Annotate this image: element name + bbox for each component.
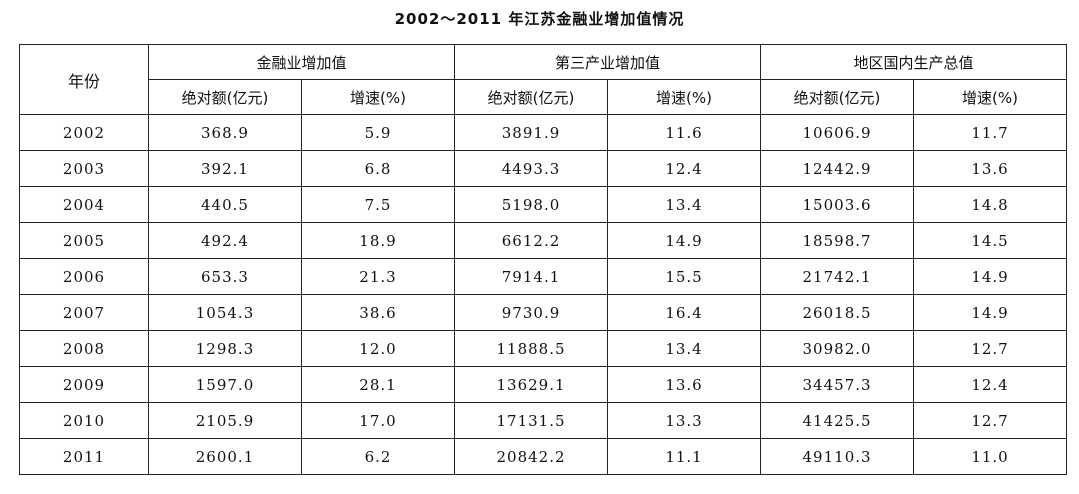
sub-header-amount: 绝对额(亿元) <box>148 79 302 115</box>
gdp-growth-cell: 11.7 <box>913 114 1068 151</box>
table-row: 2002 368.9 5.9 3891.9 11.6 10606.9 11.7 <box>19 114 1068 151</box>
sub-header-amount: 绝对额(亿元) <box>454 79 609 115</box>
sub-header-growth: 增速(%) <box>913 79 1068 115</box>
tertiary-growth-cell: 11.6 <box>607 114 762 151</box>
table-row: 2011 2600.1 6.2 20842.2 11.1 49110.3 11.0 <box>19 438 1068 475</box>
year-cell: 2011 <box>19 438 149 475</box>
tertiary-growth-cell: 13.4 <box>607 330 762 367</box>
tertiary-amount-cell: 11888.5 <box>454 330 609 367</box>
finance-growth-cell: 12.0 <box>300 330 456 367</box>
gdp-growth-cell: 14.8 <box>913 186 1068 223</box>
gdp-growth-cell: 11.0 <box>913 438 1068 475</box>
finance-amount-cell: 368.9 <box>148 114 302 151</box>
gdp-amount-cell: 41425.5 <box>760 402 915 439</box>
finance-growth-cell: 7.5 <box>300 186 456 223</box>
tertiary-growth-cell: 13.6 <box>607 366 762 403</box>
tertiary-amount-cell: 20842.2 <box>454 438 609 475</box>
gdp-growth-cell: 13.6 <box>913 150 1068 187</box>
finance-growth-cell: 38.6 <box>300 294 456 331</box>
gdp-amount-cell: 30982.0 <box>760 330 915 367</box>
finance-growth-cell: 28.1 <box>300 366 456 403</box>
year-cell: 2008 <box>19 330 149 367</box>
tertiary-amount-cell: 7914.1 <box>454 258 609 295</box>
gdp-growth-cell: 12.7 <box>913 402 1068 439</box>
gdp-amount-cell: 12442.9 <box>760 150 915 187</box>
tertiary-growth-cell: 16.4 <box>607 294 762 331</box>
gdp-growth-cell: 14.9 <box>913 258 1068 295</box>
gdp-amount-cell: 18598.7 <box>760 222 915 259</box>
year-cell: 2009 <box>19 366 149 403</box>
finance-growth-cell: 5.9 <box>300 114 456 151</box>
finance-growth-cell: 17.0 <box>300 402 456 439</box>
finance-amount-cell: 492.4 <box>148 222 302 259</box>
table-row: 2009 1597.0 28.1 13629.1 13.6 34457.3 12.4 <box>19 366 1068 403</box>
table-row: 2005 492.4 18.9 6612.2 14.9 18598.7 14.5 <box>19 222 1068 259</box>
table-row: 2007 1054.3 38.6 9730.9 16.4 26018.5 14.9 <box>19 294 1068 331</box>
table-row: 2010 2105.9 17.0 17131.5 13.3 41425.5 12.7 <box>19 402 1068 439</box>
group-header-gdp: 地区国内生产总值 <box>760 44 1068 80</box>
gdp-growth-cell: 14.5 <box>913 222 1068 259</box>
finance-amount-cell: 1597.0 <box>148 366 302 403</box>
gdp-amount-cell: 49110.3 <box>760 438 915 475</box>
tertiary-amount-cell: 9730.9 <box>454 294 609 331</box>
gdp-amount-cell: 34457.3 <box>760 366 915 403</box>
finance-amount-cell: 1298.3 <box>148 330 302 367</box>
finance-growth-cell: 21.3 <box>300 258 456 295</box>
finance-growth-cell: 6.8 <box>300 150 456 187</box>
year-cell: 2007 <box>19 294 149 331</box>
year-cell: 2002 <box>19 114 149 151</box>
tertiary-amount-cell: 4493.3 <box>454 150 609 187</box>
table-body: 2002 368.9 5.9 3891.9 11.6 10606.9 11.7 2003 392… <box>19 114 1068 475</box>
tertiary-growth-cell: 12.4 <box>607 150 762 187</box>
finance-growth-cell: 6.2 <box>300 438 456 475</box>
sub-header-amount: 绝对额(亿元) <box>760 79 915 115</box>
gdp-growth-cell: 12.4 <box>913 366 1068 403</box>
finance-amount-cell: 1054.3 <box>148 294 302 331</box>
year-header: 年份 <box>19 44 149 115</box>
gdp-growth-cell: 12.7 <box>913 330 1068 367</box>
table-row: 2006 653.3 21.3 7914.1 15.5 21742.1 14.9 <box>19 258 1068 295</box>
tertiary-amount-cell: 6612.2 <box>454 222 609 259</box>
finance-growth-cell: 18.9 <box>300 222 456 259</box>
data-table: 年份 金融业增加值 第三产业增加值 地区国内生产总值 绝对额(亿元) 增速(%)… <box>19 44 1068 475</box>
group-header-tertiary: 第三产业增加值 <box>454 44 762 80</box>
sub-header-growth: 增速(%) <box>607 79 762 115</box>
sub-header-growth: 增速(%) <box>300 79 456 115</box>
table-row: 2003 392.1 6.8 4493.3 12.4 12442.9 13.6 <box>19 150 1068 187</box>
tertiary-amount-cell: 5198.0 <box>454 186 609 223</box>
tertiary-growth-cell: 13.3 <box>607 402 762 439</box>
year-cell: 2004 <box>19 186 149 223</box>
tertiary-growth-cell: 15.5 <box>607 258 762 295</box>
year-cell: 2006 <box>19 258 149 295</box>
tertiary-amount-cell: 3891.9 <box>454 114 609 151</box>
year-cell: 2005 <box>19 222 149 259</box>
table-row: 2008 1298.3 12.0 11888.5 13.4 30982.0 12.7 <box>19 330 1068 367</box>
finance-amount-cell: 2105.9 <box>148 402 302 439</box>
tertiary-growth-cell: 14.9 <box>607 222 762 259</box>
table-row: 2004 440.5 7.5 5198.0 13.4 15003.6 14.8 <box>19 186 1068 223</box>
finance-amount-cell: 2600.1 <box>148 438 302 475</box>
gdp-amount-cell: 26018.5 <box>760 294 915 331</box>
tertiary-growth-cell: 11.1 <box>607 438 762 475</box>
gdp-amount-cell: 15003.6 <box>760 186 915 223</box>
tertiary-amount-cell: 13629.1 <box>454 366 609 403</box>
finance-amount-cell: 653.3 <box>148 258 302 295</box>
year-cell: 2010 <box>19 402 149 439</box>
tertiary-growth-cell: 13.4 <box>607 186 762 223</box>
year-cell: 2003 <box>19 150 149 187</box>
finance-amount-cell: 440.5 <box>148 186 302 223</box>
gdp-growth-cell: 14.9 <box>913 294 1068 331</box>
group-header-finance: 金融业增加值 <box>147 44 456 80</box>
tertiary-amount-cell: 17131.5 <box>454 402 609 439</box>
table-title: 2002～2011 年江苏金融业增加值情况 <box>394 10 685 28</box>
gdp-amount-cell: 10606.9 <box>760 114 915 151</box>
finance-amount-cell: 392.1 <box>148 150 302 187</box>
gdp-amount-cell: 21742.1 <box>760 258 915 295</box>
